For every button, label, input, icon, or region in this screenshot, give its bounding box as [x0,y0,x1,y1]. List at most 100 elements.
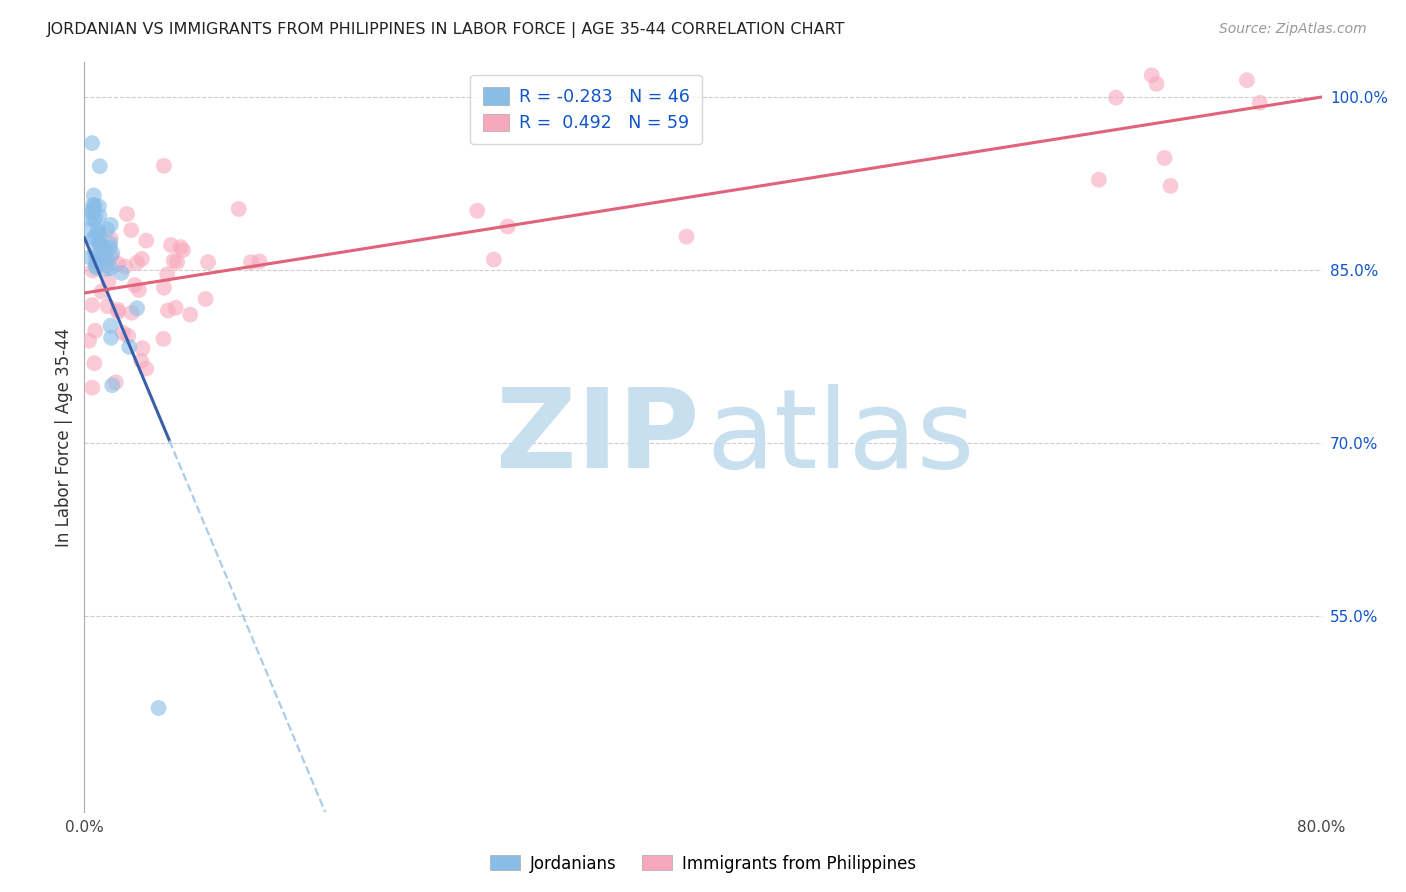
Legend: Jordanians, Immigrants from Philippines: Jordanians, Immigrants from Philippines [484,848,922,880]
Point [96,262,118,277]
Point [79,211,101,226]
Point [82,298,104,312]
Point [83,211,105,226]
Point [135,361,157,376]
Point [104,375,127,389]
Point [96,299,118,313]
Point [675,229,697,244]
Point [124,278,146,293]
Text: JORDANIAN VS IMMIGRANTS FROM PHILIPPINES IN LABOR FORCE | AGE 35-44 CORRELATION : JORDANIAN VS IMMIGRANTS FROM PHILIPPINES… [46,22,845,38]
Point [172,244,194,258]
Point [112,326,135,340]
Point [84,259,107,273]
Point [97,274,120,288]
Point [90,239,112,253]
Point [84,260,107,275]
Point [107,302,129,317]
Point [1249,95,1271,110]
Point [87,225,110,239]
Point [82,263,104,277]
Point [163,253,186,268]
Point [1160,178,1182,193]
Point [110,266,132,280]
Point [83,188,105,202]
Point [148,701,170,715]
Point [82,198,104,212]
Point [82,203,104,218]
Text: Source: ZipAtlas.com: Source: ZipAtlas.com [1219,22,1367,37]
Point [120,223,142,237]
Point [83,202,105,216]
Point [135,234,157,248]
Point [1140,68,1163,82]
Point [121,306,143,320]
Point [228,202,250,216]
Point [93,240,115,254]
Point [83,230,105,244]
Point [117,329,139,343]
Point [97,253,120,268]
Point [89,227,111,241]
Point [1087,172,1109,186]
Point [107,257,129,271]
Point [87,248,110,262]
Point [165,301,187,315]
Point [90,285,112,299]
Point [129,354,152,368]
Point [89,159,111,173]
Point [160,238,183,252]
Point [87,235,110,249]
Point [482,252,505,267]
Point [100,249,122,263]
Point [82,136,104,150]
Point [240,255,263,269]
Point [179,308,201,322]
Point [94,259,117,273]
Point [96,222,118,236]
Point [249,254,271,268]
Point [131,252,153,266]
Point [496,219,519,234]
Point [1153,151,1175,165]
Point [100,218,122,232]
Y-axis label: In Labor Force | Age 35-44: In Labor Force | Age 35-44 [55,327,73,547]
Point [131,341,153,355]
Point [94,247,117,261]
Point [125,301,148,316]
Point [84,246,107,260]
Point [118,340,141,354]
Point [465,203,488,218]
Point [82,381,104,395]
Legend: R = -0.283   N = 46, R =  0.492   N = 59: R = -0.283 N = 46, R = 0.492 N = 59 [471,75,702,145]
Point [83,356,105,370]
Point [125,256,148,270]
Point [156,267,179,281]
Point [101,378,124,392]
Point [87,223,110,237]
Point [77,334,100,348]
Point [166,255,188,269]
Point [153,159,176,173]
Point [98,241,121,255]
Point [89,237,111,252]
Point [79,223,101,237]
Point [84,324,107,338]
Point [87,199,110,213]
Point [197,255,219,269]
Point [156,303,179,318]
Text: ZIP: ZIP [496,384,699,491]
Point [101,246,124,260]
Point [169,240,191,254]
Point [98,236,121,251]
Point [100,318,122,333]
Point [194,292,217,306]
Text: atlas: atlas [707,384,976,491]
Point [100,261,122,276]
Point [1146,77,1168,91]
Point [84,211,107,226]
Point [83,232,105,246]
Point [107,305,129,319]
Point [83,198,105,212]
Point [153,281,176,295]
Point [79,251,101,265]
